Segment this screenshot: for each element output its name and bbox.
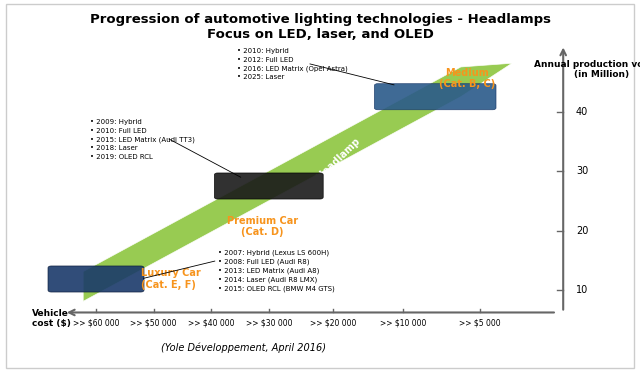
- Text: 20: 20: [576, 226, 588, 235]
- Text: >> $50 000: >> $50 000: [131, 318, 177, 327]
- Text: • 2009: Hybrid
• 2010: Full LED
• 2015: LED Matrix (Audi TT3)
• 2018: Laser
• 20: • 2009: Hybrid • 2010: Full LED • 2015: …: [90, 119, 195, 160]
- Text: • 2010: Hybrid
• 2012: Full LED
• 2016: LED Matrix (Opel Astra)
• 2025: Laser: • 2010: Hybrid • 2012: Full LED • 2016: …: [237, 48, 348, 80]
- Text: Annual production volume
(in Million): Annual production volume (in Million): [534, 60, 640, 79]
- Text: >> $5 000: >> $5 000: [459, 318, 501, 327]
- Text: Vehicle
cost ($): Vehicle cost ($): [32, 309, 71, 328]
- FancyBboxPatch shape: [48, 266, 144, 292]
- Text: Focus on LED, laser, and OLED: Focus on LED, laser, and OLED: [207, 28, 433, 41]
- Text: >> $40 000: >> $40 000: [188, 318, 234, 327]
- Text: >> $10 000: >> $10 000: [380, 318, 426, 327]
- Text: LED / Laser Headlamp
Adoption: LED / Laser Headlamp Adoption: [269, 136, 371, 236]
- Text: Progression of automotive lighting technologies - Headlamps: Progression of automotive lighting techn…: [90, 13, 550, 26]
- Text: 30: 30: [576, 166, 588, 176]
- Text: >> $60 000: >> $60 000: [73, 318, 119, 327]
- Text: >> $30 000: >> $30 000: [246, 318, 292, 327]
- Text: Medium
(Cat. B, C): Medium (Cat. B, C): [439, 68, 495, 89]
- FancyBboxPatch shape: [374, 84, 496, 110]
- Text: 40: 40: [576, 107, 588, 116]
- FancyBboxPatch shape: [214, 173, 323, 199]
- Polygon shape: [83, 63, 512, 301]
- Text: • 2007: Hybrid (Lexus LS 600H)
• 2008: Full LED (Audi R8)
• 2013: LED Matrix (Au: • 2007: Hybrid (Lexus LS 600H) • 2008: F…: [218, 249, 334, 292]
- Text: Luxury Car
(Cat. E, F): Luxury Car (Cat. E, F): [141, 268, 200, 290]
- Text: 10: 10: [576, 285, 588, 295]
- Text: Premium Car
(Cat. D): Premium Car (Cat. D): [227, 216, 298, 237]
- Text: (Yole Développement, April 2016): (Yole Développement, April 2016): [161, 343, 326, 353]
- Text: >> $20 000: >> $20 000: [310, 318, 356, 327]
